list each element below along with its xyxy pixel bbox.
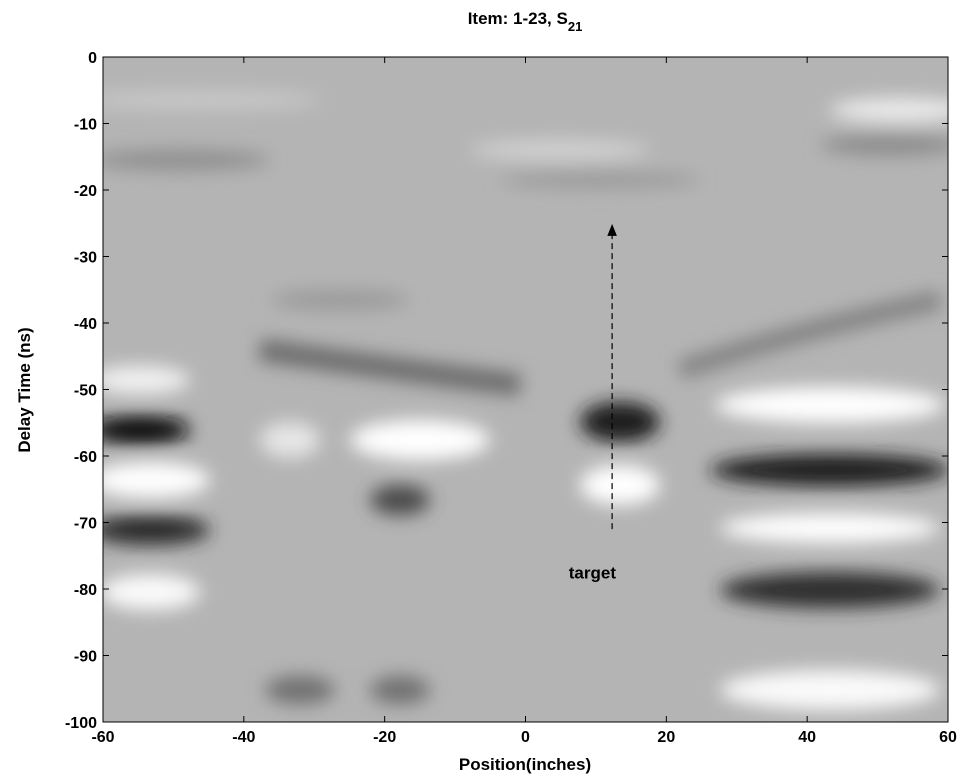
x-tick-label: 0 <box>521 729 530 746</box>
y-tick-label: -80 <box>74 582 97 599</box>
x-tick-label: 60 <box>939 729 957 746</box>
x-tick-label: -60 <box>91 729 114 746</box>
y-tick-label: -20 <box>74 183 97 200</box>
y-tick-label: -30 <box>74 250 97 267</box>
y-tick-label: -10 <box>74 117 97 134</box>
y-tick-label: -60 <box>74 449 97 466</box>
x-tick-label: 40 <box>798 729 816 746</box>
radar-image <box>103 57 948 722</box>
x-tick-label: -40 <box>232 729 255 746</box>
x-tick-label: -20 <box>373 729 396 746</box>
y-tick-label: -70 <box>74 516 97 533</box>
title-subscript: 21 <box>568 19 582 34</box>
x-tick-label: 20 <box>657 729 675 746</box>
y-tick-label: -40 <box>74 316 97 333</box>
y-tick-label: 0 <box>88 50 97 67</box>
chart-title: Item: 1-23, S21 <box>468 9 583 34</box>
annotation-text: target <box>569 563 617 582</box>
title-main: Item: 1-23, S <box>468 9 568 28</box>
y-tick-label: -100 <box>65 715 97 732</box>
x-axis-label: Position(inches) <box>459 755 591 774</box>
y-axis-label: Delay Time (ns) <box>15 327 34 452</box>
y-tick-label: -50 <box>74 383 97 400</box>
y-tick-label: -90 <box>74 649 97 666</box>
